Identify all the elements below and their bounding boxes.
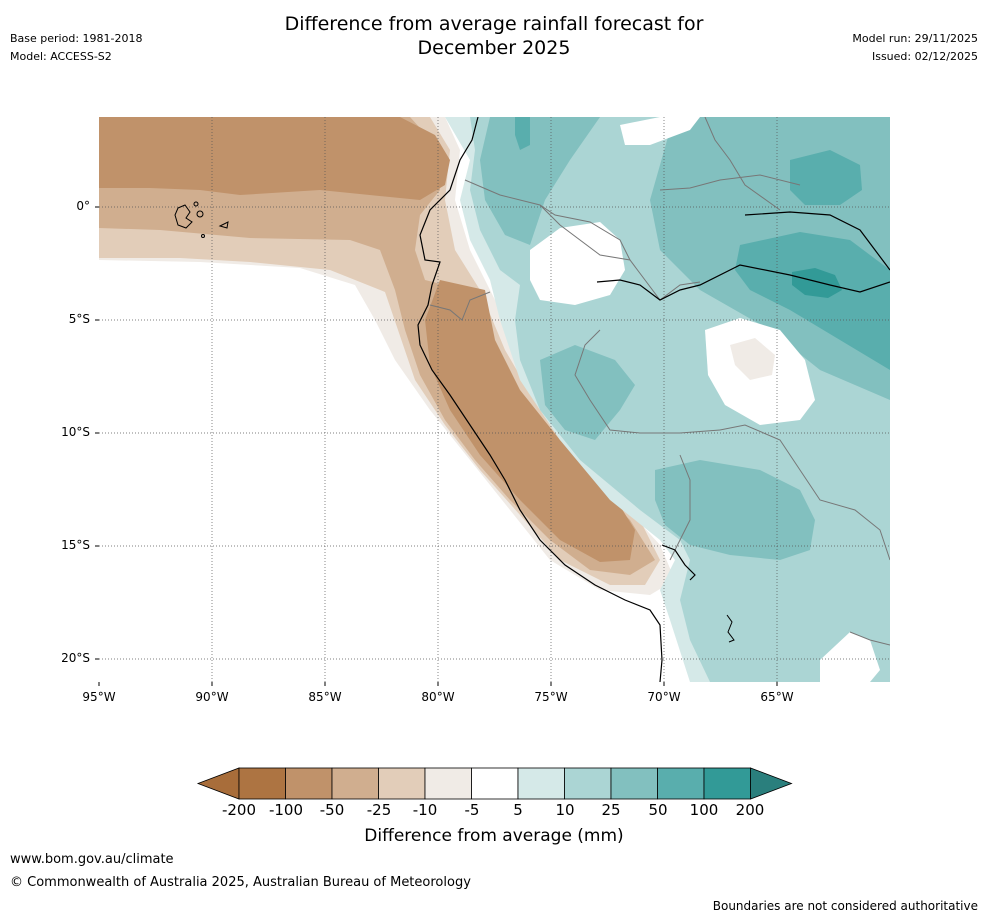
lon-label-80w: 80°W <box>421 690 455 704</box>
footer-disclaimer: Boundaries are not considered authoritat… <box>712 899 978 913</box>
model-name: Model: ACCESS-S2 <box>10 50 112 63</box>
colorbar-swatch <box>238 767 286 800</box>
country-borders <box>429 117 890 646</box>
map-panel <box>99 117 890 682</box>
lon-label-70w: 70°W <box>647 690 681 704</box>
dry-pocket-bolivia <box>730 338 775 380</box>
wet-zone-plus-25-south <box>655 460 815 560</box>
galapagos-islands <box>174 201 229 238</box>
model-run: Model run: 29/11/2025 <box>852 32 978 45</box>
lat-label-5s: 5°S <box>68 312 90 326</box>
colorbar-swatch <box>471 767 519 800</box>
wet-zone-plus-25-central <box>540 345 635 440</box>
neutral-zone-peru <box>530 222 625 305</box>
lat-label-10s: 10°S <box>61 425 90 439</box>
wet-zone-plus-50-amazon <box>735 232 890 370</box>
lon-label-95w: 95°W <box>82 690 116 704</box>
colorbar-title: Difference from average (mm) <box>364 826 624 846</box>
wet-zone-plus-100 <box>792 268 842 298</box>
colorbar-swatch <box>285 767 333 800</box>
colorbar-swatch <box>424 767 472 800</box>
wet-zone-plus-50-north <box>790 150 862 205</box>
lat-label-20s: 20°S <box>61 651 90 665</box>
colorbar-swatch <box>331 767 379 800</box>
cbar-label-100: 100 <box>689 801 719 819</box>
cbar-label-minus-25: -25 <box>366 801 392 819</box>
colorbar-swatch <box>564 767 612 800</box>
dry-zone-minus-50-coastal <box>425 280 635 562</box>
issued-date: Issued: 02/12/2025 <box>871 50 978 63</box>
footer-copyright: © Commonwealth of Australia 2025, Austra… <box>10 875 471 890</box>
lon-label-85w: 85°W <box>308 690 342 704</box>
colorbar <box>196 767 793 800</box>
cbar-label-minus-10: -10 <box>412 801 438 819</box>
wet-zone-plus-50-top <box>515 117 530 150</box>
metadata-right: Model run: 29/11/2025 Issued: 02/12/2025 <box>852 30 978 66</box>
dry-zone-minus-50 <box>99 117 450 200</box>
cbar-label-10: 10 <box>555 801 575 819</box>
colorbar-swatch <box>517 767 565 800</box>
lake-titicaca <box>726 614 735 643</box>
colorbar-swatch <box>378 767 426 800</box>
metadata-left: Base period: 1981-2018 Model: ACCESS-S2 <box>10 30 142 66</box>
colorbar-swatch <box>703 767 751 800</box>
map-title: Difference from average rainfall forecas… <box>0 12 988 60</box>
lat-label-0: 0° <box>76 199 90 213</box>
wet-zone-plus-25-north <box>480 117 600 245</box>
cbar-label-5: 5 <box>513 801 523 819</box>
coastline <box>417 117 890 682</box>
lon-label-65w: 65°W <box>760 690 794 704</box>
colorbar-extend-high <box>750 767 793 800</box>
colorbar-swatch <box>657 767 705 800</box>
cbar-label-minus-5: -5 <box>464 801 480 819</box>
title-line-2: December 2025 <box>417 37 571 59</box>
graticule <box>99 117 890 682</box>
cbar-label-minus-200: -200 <box>221 801 257 819</box>
base-period: Base period: 1981-2018 <box>10 32 143 45</box>
cbar-label-50: 50 <box>648 801 668 819</box>
lon-label-90w: 90°W <box>195 690 229 704</box>
lon-label-75w: 75°W <box>534 690 568 704</box>
axis-ticks <box>95 206 778 686</box>
cbar-label-200: 200 <box>735 801 765 819</box>
cbar-label-minus-100: -100 <box>268 801 304 819</box>
title-line-1: Difference from average rainfall forecas… <box>284 13 704 35</box>
colorbar-swatch <box>610 767 658 800</box>
cbar-label-minus-50: -50 <box>319 801 345 819</box>
lat-label-15s: 15°S <box>61 538 90 552</box>
colorbar-extend-low <box>196 767 240 800</box>
cbar-label-25: 25 <box>601 801 621 819</box>
neutral-zone-southeast <box>820 632 880 682</box>
footer-url[interactable]: www.bom.gov.au/climate <box>10 852 174 867</box>
neutral-zone-north <box>620 117 700 145</box>
